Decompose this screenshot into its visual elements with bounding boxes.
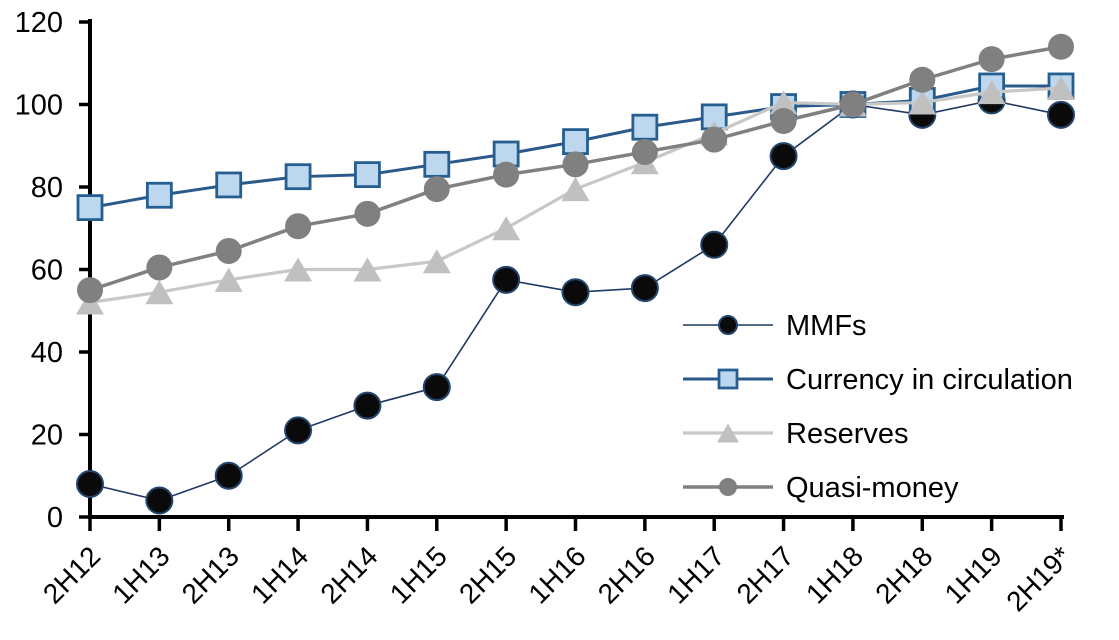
data-point [1047,75,1075,101]
data-point [631,138,658,165]
x-tick-label: 1H19 [939,540,1008,609]
data-point [214,267,243,292]
data-point [492,265,521,294]
x-tick-label: 2H18 [869,540,938,609]
series-quasi-money [77,33,1074,304]
y-tick-label: 120 [15,7,63,39]
x-tick-label: 1H13 [106,540,175,609]
data-point [145,486,174,515]
data-point [631,113,659,141]
data-point [493,161,520,188]
data-point [353,257,382,282]
data-point [354,161,381,189]
data-point [770,108,797,134]
data-point [145,280,174,305]
mmfs-legend-marker-icon [718,315,738,335]
data-point [769,90,798,115]
data-point [978,46,1005,73]
y-tick-label: 40 [31,337,63,369]
data-point [977,80,1006,105]
data-point [76,194,104,222]
data-point [77,277,103,304]
data-point [215,237,242,264]
data-point [839,91,866,118]
data-point [769,142,798,171]
currency-in-circulation-legend-marker-icon [717,368,739,390]
data-point [561,278,590,307]
x-tick-label: 1H17 [661,540,730,609]
data-point [285,213,312,240]
data-point [145,181,173,209]
data-point [214,461,243,490]
data-point [1048,33,1074,60]
data-point [353,391,382,420]
legend-label: MMFs [786,310,867,342]
data-point [354,200,381,227]
data-point [492,216,521,241]
data-point [423,150,451,178]
legend-item-currency-in-circulation: Currency in circulation [683,364,1073,396]
quasi-money-legend-marker-icon [719,478,737,496]
x-tick-label: 1H14 [245,540,314,609]
x-tick-label: 2H16 [592,540,661,609]
data-point [701,126,728,153]
legend-label: Currency in circulation [786,364,1073,396]
data-point [215,171,243,199]
data-point [423,176,450,203]
x-tick-label: 2H14 [314,540,383,609]
data-point [492,140,520,168]
legend-label: Reserves [786,418,909,450]
x-tick-label: 1H15 [384,540,453,609]
data-point [422,249,451,274]
data-point [284,163,312,191]
x-tick-label: 2H13 [176,540,245,609]
data-point [146,254,173,281]
x-tick-label: 2H17 [731,540,800,609]
y-tick-label: 60 [31,255,63,287]
legend: MMFs Currency in circulation Reserves Quasi… [683,310,1073,504]
reserves-legend-marker-icon [717,423,739,443]
x-tick-label: 2H15 [453,540,522,609]
data-point [1047,100,1075,129]
data-point [76,470,104,498]
data-point [630,274,659,303]
legend-item-reserves: Reserves [683,418,909,450]
legend-label: Quasi-money [786,472,959,504]
data-point [284,416,313,445]
data-point [562,128,589,156]
data-point [422,373,451,402]
x-tick-label: 2H12 [37,540,106,609]
x-tick-label: 1H18 [800,540,869,609]
y-tick-label: 0 [47,502,63,534]
data-point [284,257,313,282]
data-point [561,177,590,202]
y-tick-label: 20 [31,420,63,452]
y-tick-label: 100 [15,90,63,122]
legend-item-mmfs: MMFs [683,310,867,342]
x-tick-label: 2H19* [1000,540,1077,617]
data-point [700,230,729,259]
legend-item-quasi-money: Quasi-money [683,472,959,504]
data-point [909,66,936,93]
x-tick-label: 1H16 [522,540,591,609]
data-point [562,151,589,178]
data-point [908,90,937,115]
y-tick-label: 80 [31,172,63,204]
